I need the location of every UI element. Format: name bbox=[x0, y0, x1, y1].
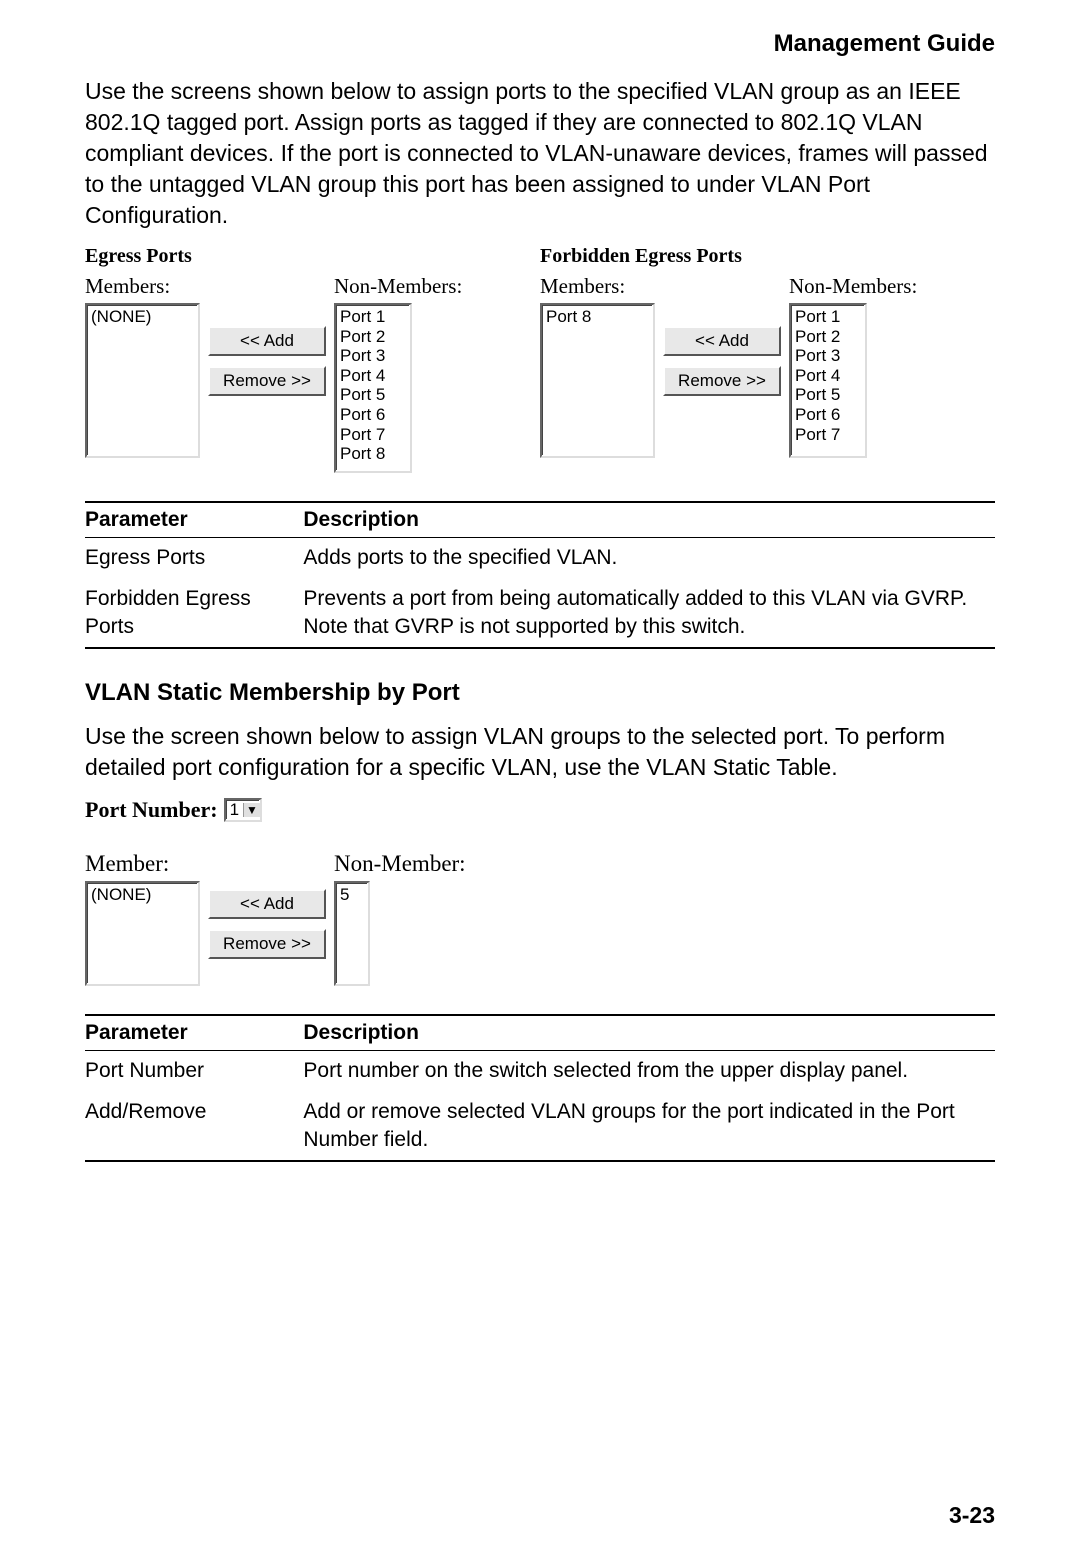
list-item[interactable]: Port 1 bbox=[795, 307, 861, 327]
forbidden-title: Forbidden Egress Ports bbox=[540, 245, 995, 268]
chevron-down-icon[interactable]: ▼ bbox=[243, 803, 260, 817]
list-item[interactable]: Port 3 bbox=[795, 346, 861, 366]
list-item[interactable]: Port 2 bbox=[340, 327, 406, 347]
add-button[interactable]: << Add bbox=[663, 326, 781, 356]
add-button[interactable]: << Add bbox=[208, 326, 326, 356]
egress-members-label: Members: bbox=[85, 274, 200, 299]
table-row: Add/Remove Add or remove selected VLAN g… bbox=[85, 1092, 995, 1162]
list-item[interactable]: Port 3 bbox=[340, 346, 406, 366]
table-header: Parameter bbox=[85, 1015, 303, 1051]
member-label: Member: bbox=[85, 851, 200, 877]
remove-button[interactable]: Remove >> bbox=[208, 929, 326, 959]
port-number-select[interactable]: 1 ▼ bbox=[224, 798, 262, 822]
ports-figure-row: Egress Ports Members: (NONE) << Add Remo… bbox=[85, 245, 995, 473]
table-row: Port Number Port number on the switch se… bbox=[85, 1051, 995, 1092]
intro-paragraph: Use the screens shown below to assign po… bbox=[85, 76, 995, 231]
port-number-row: Port Number: 1 ▼ bbox=[85, 797, 995, 823]
table-header: Description bbox=[303, 502, 995, 538]
port-number-label: Port Number: bbox=[85, 797, 218, 823]
list-item[interactable]: (NONE) bbox=[91, 885, 194, 905]
add-button[interactable]: << Add bbox=[208, 889, 326, 919]
egress-title: Egress Ports bbox=[85, 245, 540, 268]
list-item[interactable]: (NONE) bbox=[91, 307, 194, 327]
list-item[interactable]: Port 7 bbox=[340, 425, 406, 445]
page-number: 3-23 bbox=[85, 1502, 995, 1529]
table-row: Forbidden Egress Ports Prevents a port f… bbox=[85, 579, 995, 649]
list-item[interactable]: Port 8 bbox=[340, 444, 406, 464]
list-item[interactable]: Port 5 bbox=[795, 385, 861, 405]
list-item[interactable]: 5 bbox=[340, 885, 364, 905]
list-item[interactable]: Port 7 bbox=[795, 425, 861, 445]
list-item[interactable]: Port 6 bbox=[795, 405, 861, 425]
remove-button[interactable]: Remove >> bbox=[663, 366, 781, 396]
member-listbox[interactable]: (NONE) bbox=[85, 881, 200, 986]
table-header: Parameter bbox=[85, 502, 303, 538]
parameter-table-1: Parameter Description Egress Ports Adds … bbox=[85, 501, 995, 649]
remove-button[interactable]: Remove >> bbox=[208, 366, 326, 396]
forbidden-members-listbox[interactable]: Port 8 bbox=[540, 303, 655, 458]
egress-nonmembers-listbox[interactable]: Port 1 Port 2 Port 3 Port 4 Port 5 Port … bbox=[334, 303, 412, 473]
egress-nonmembers-label: Non-Members: bbox=[334, 274, 462, 299]
list-item[interactable]: Port 6 bbox=[340, 405, 406, 425]
section-intro: Use the screen shown below to assign VLA… bbox=[85, 721, 995, 783]
forbidden-members-label: Members: bbox=[540, 274, 655, 299]
list-item[interactable]: Port 2 bbox=[795, 327, 861, 347]
forbidden-nonmembers-label: Non-Members: bbox=[789, 274, 917, 299]
header-title: Management Guide bbox=[85, 30, 995, 58]
list-item[interactable]: Port 5 bbox=[340, 385, 406, 405]
egress-members-listbox[interactable]: (NONE) bbox=[85, 303, 200, 458]
table-header: Description bbox=[303, 1015, 995, 1051]
forbidden-nonmembers-listbox[interactable]: Port 1 Port 2 Port 3 Port 4 Port 5 Port … bbox=[789, 303, 867, 458]
list-item[interactable]: Port 4 bbox=[340, 366, 406, 386]
list-item[interactable]: Port 8 bbox=[546, 307, 649, 327]
nonmember-listbox[interactable]: 5 bbox=[334, 881, 370, 986]
list-item[interactable]: Port 4 bbox=[795, 366, 861, 386]
member-panel: Member: (NONE) << Add Remove >> Non-Memb… bbox=[85, 851, 995, 986]
table-row: Egress Ports Adds ports to the specified… bbox=[85, 538, 995, 579]
nonmember-label: Non-Member: bbox=[334, 851, 466, 877]
list-item[interactable]: Port 1 bbox=[340, 307, 406, 327]
section-heading: VLAN Static Membership by Port bbox=[85, 679, 995, 707]
parameter-table-2: Parameter Description Port Number Port n… bbox=[85, 1014, 995, 1162]
